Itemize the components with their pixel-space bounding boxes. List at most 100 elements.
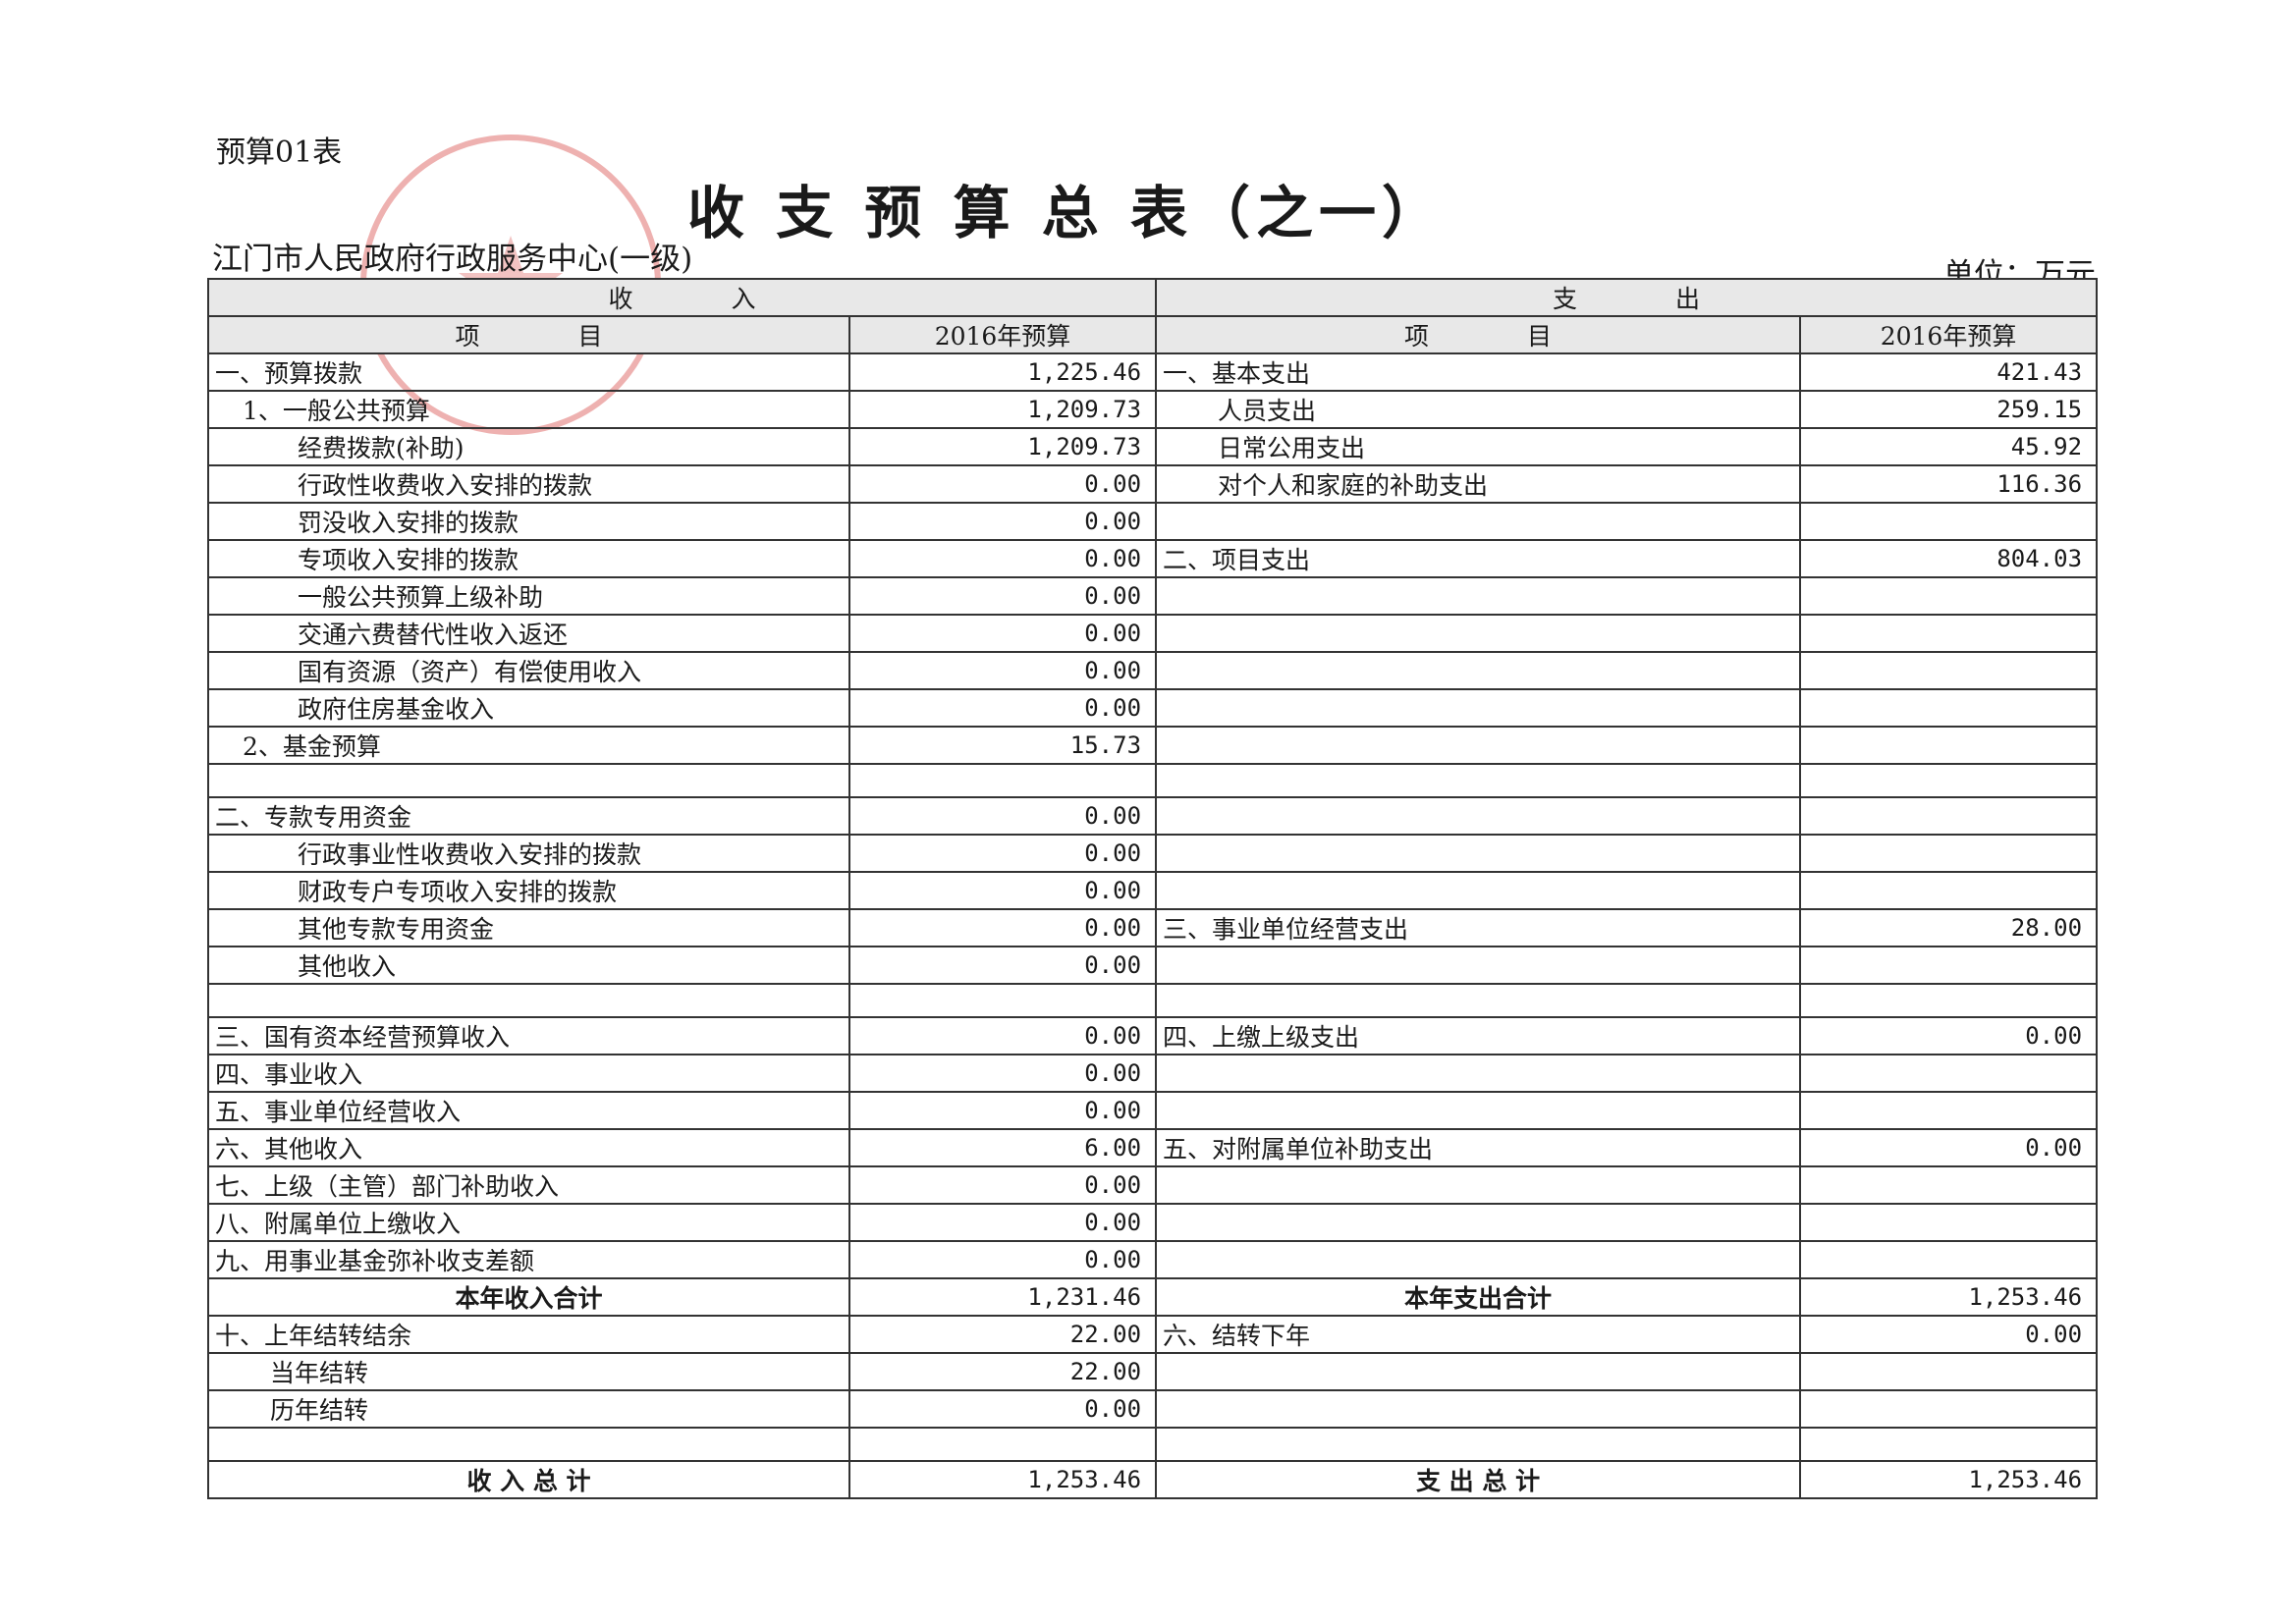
right-amount: 259.15 (1799, 390, 2099, 429)
organization: 江门市人民政府行政服务中心(一级) (212, 242, 693, 277)
table-row: 罚没收入安排的拨款 0.00 (207, 502, 2099, 541)
left-amount: 0.00 (847, 834, 1158, 873)
right-item: 五、对附属单位补助支出 (1155, 1128, 1802, 1167)
left-item: 六、其他收入 (207, 1128, 850, 1167)
left-item: 八、附属单位上缴收入 (207, 1203, 850, 1242)
left-item: 专项收入安排的拨款 (207, 539, 850, 578)
right-amount: 1,253.46 (1799, 1460, 2099, 1499)
left-amount: 0.00 (847, 1091, 1158, 1130)
left-item: 本年收入合计 (207, 1277, 850, 1317)
right-amount (1799, 1203, 2099, 1242)
left-item: 其他专款专用资金 (207, 908, 850, 947)
table-row (207, 1427, 2099, 1462)
left-amount: 0.00 (847, 502, 1158, 541)
right-amount (1799, 726, 2099, 765)
left-amount: 0.00 (847, 576, 1158, 616)
left-item: 罚没收入安排的拨款 (207, 502, 850, 541)
right-item (1155, 1165, 1802, 1205)
table-row: 行政事业性收费收入安排的拨款 0.00 (207, 834, 2099, 873)
left-item: 其他收入 (207, 946, 850, 985)
left-item: 三、国有资本经营预算收入 (207, 1016, 850, 1055)
expense-header: 支 出 (1155, 278, 2099, 317)
right-amount (1799, 946, 2099, 985)
right-item (1155, 983, 1802, 1018)
left-item (207, 983, 850, 1018)
right-amount: 28.00 (1799, 908, 2099, 947)
right-amount: 0.00 (1799, 1315, 2099, 1354)
form-number: 预算01表 (216, 135, 343, 170)
right-item (1155, 614, 1802, 653)
right-item (1155, 1427, 1802, 1462)
right-item (1155, 834, 1802, 873)
right-amount (1799, 1054, 2099, 1093)
item-header: 项 目 (207, 315, 850, 354)
right-item: 二、项目支出 (1155, 539, 1802, 578)
left-amount: 1,231.46 (847, 1277, 1158, 1317)
left-amount: 22.00 (847, 1315, 1158, 1354)
table-row: 经费拨款(补助) 1,209.73 日常公用支出 45.92 (207, 427, 2099, 466)
left-amount: 6.00 (847, 1128, 1158, 1167)
table-row: 五、事业单位经营收入 0.00 (207, 1091, 2099, 1130)
right-item (1155, 1091, 1802, 1130)
right-item (1155, 1389, 1802, 1429)
right-item: 本年支出合计 (1155, 1277, 1802, 1317)
right-amount: 116.36 (1799, 464, 2099, 504)
table-row (207, 763, 2099, 798)
budget-table: 收 入 支 出 项 目 2016年预算 项 目 2016年预算 一、预算拨款 1,… (206, 278, 2099, 1499)
left-item: 当年结转 (207, 1352, 850, 1391)
right-amount (1799, 1352, 2099, 1391)
left-amount: 0.00 (847, 614, 1158, 653)
left-amount: 0.00 (847, 796, 1158, 836)
table-row: 本年收入合计 1,231.46 本年支出合计 1,253.46 (207, 1277, 2099, 1317)
right-amount (1799, 796, 2099, 836)
header-row: 收 入 支 出 (206, 278, 2099, 317)
left-item (207, 763, 850, 798)
right-item: 日常公用支出 (1155, 427, 1802, 466)
left-item: 经费拨款(补助) (207, 427, 850, 466)
right-item (1155, 1203, 1802, 1242)
right-amount (1799, 1091, 2099, 1130)
table-row: 行政性收费收入安排的拨款 0.00 对个人和家庭的补助支出 116.36 (207, 464, 2099, 504)
table-row: 一、预算拨款 1,225.46 一、基本支出 421.43 (207, 352, 2099, 392)
income-header: 收 入 (206, 278, 1158, 317)
left-item: 财政专户专项收入安排的拨款 (207, 871, 850, 910)
table-row: 交通六费替代性收入返还 0.00 (207, 614, 2099, 653)
right-item (1155, 576, 1802, 616)
table-row: 国有资源（资产）有偿使用收入 0.00 (207, 651, 2099, 690)
left-amount (847, 1427, 1158, 1462)
right-amount (1799, 1165, 2099, 1205)
table-row: 三、国有资本经营预算收入 0.00 四、上缴上级支出 0.00 (207, 1016, 2099, 1055)
left-item: 一般公共预算上级补助 (207, 576, 850, 616)
right-item (1155, 1054, 1802, 1093)
left-amount: 0.00 (847, 539, 1158, 578)
right-item (1155, 763, 1802, 798)
left-amount: 1,225.46 (847, 352, 1158, 392)
left-amount: 0.00 (847, 1203, 1158, 1242)
right-item: 一、基本支出 (1155, 352, 1802, 392)
table-row: 七、上级（主管）部门补助收入 0.00 (207, 1165, 2099, 1205)
right-amount: 1,253.46 (1799, 1277, 2099, 1317)
right-item (1155, 796, 1802, 836)
left-item: 九、用事业基金弥补收支差额 (207, 1240, 850, 1279)
table-row: 1、一般公共预算 1,209.73 人员支出 259.15 (207, 390, 2099, 429)
table-row: 十、上年结转结余 22.00 六、结转下年 0.00 (207, 1315, 2099, 1354)
table-row: 当年结转 22.00 (207, 1352, 2099, 1391)
table-row: 政府住房基金收入 0.00 (207, 688, 2099, 728)
left-item: 国有资源（资产）有偿使用收入 (207, 651, 850, 690)
left-item: 七、上级（主管）部门补助收入 (207, 1165, 850, 1205)
table-row: 一般公共预算上级补助 0.00 (207, 576, 2099, 616)
left-item: 交通六费替代性收入返还 (207, 614, 850, 653)
left-item: 政府住房基金收入 (207, 688, 850, 728)
right-amount (1799, 1427, 2099, 1462)
left-amount: 22.00 (847, 1352, 1158, 1391)
left-amount: 1,209.73 (847, 427, 1158, 466)
left-amount: 0.00 (847, 1016, 1158, 1055)
left-item: 行政性收费收入安排的拨款 (207, 464, 850, 504)
left-amount: 0.00 (847, 688, 1158, 728)
right-item: 六、结转下年 (1155, 1315, 1802, 1354)
table-row: 四、事业收入 0.00 (207, 1054, 2099, 1093)
table-row: 历年结转 0.00 (207, 1389, 2099, 1429)
right-item: 对个人和家庭的补助支出 (1155, 464, 1802, 504)
right-amount (1799, 1240, 2099, 1279)
left-item: 四、事业收入 (207, 1054, 850, 1093)
